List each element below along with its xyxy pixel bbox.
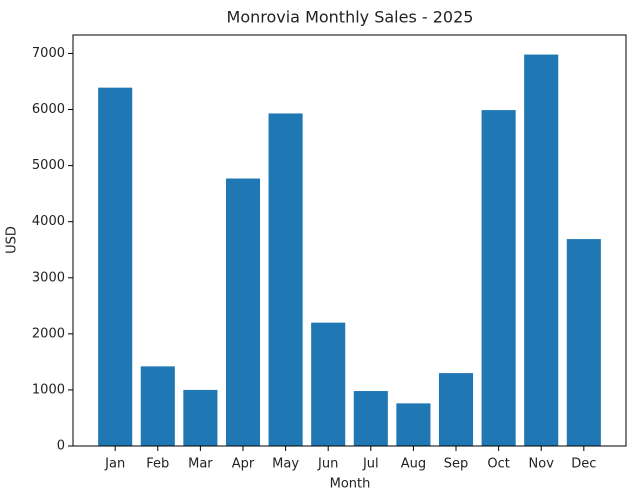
x-tick-label: Oct (487, 457, 509, 472)
y-tick-label: 4000 (32, 214, 65, 229)
x-tick-label: Jan (104, 457, 125, 472)
y-tick-label: 2000 (32, 326, 65, 341)
bar (566, 239, 601, 446)
bar (268, 113, 303, 446)
x-tick-label: Jun (317, 457, 338, 472)
x-tick-label: Mar (188, 457, 213, 472)
y-axis-label: USD (5, 226, 20, 254)
plot-frame (72, 34, 627, 447)
x-tick-label: Jul (362, 457, 379, 472)
y-tick-label: 1000 (32, 382, 65, 397)
x-tick-label: Feb (146, 457, 169, 472)
chart-title: Monrovia Monthly Sales - 2025 (227, 8, 474, 27)
bar (396, 403, 431, 446)
x-tick-label: Apr (232, 457, 255, 472)
bar (225, 178, 261, 446)
x-tick-label: Nov (529, 457, 555, 472)
bar (524, 54, 559, 446)
y-tick-label: 6000 (32, 102, 65, 117)
x-tick-label: Sep (444, 457, 469, 472)
bar (311, 322, 346, 446)
x-tick-label: May (272, 457, 299, 472)
y-tick-label: 0 (57, 439, 65, 454)
bar (481, 110, 516, 446)
bar (183, 389, 218, 446)
bar (353, 391, 388, 446)
x-tick-label: Dec (571, 457, 596, 472)
y-tick-label: 5000 (32, 158, 65, 173)
x-axis-label: Month (330, 477, 371, 492)
bar (438, 373, 474, 446)
y-tick-label: 7000 (32, 46, 65, 61)
bar (140, 366, 175, 446)
x-tick-label: Aug (401, 457, 426, 472)
bar (98, 87, 133, 446)
y-tick-label: 3000 (32, 270, 65, 285)
